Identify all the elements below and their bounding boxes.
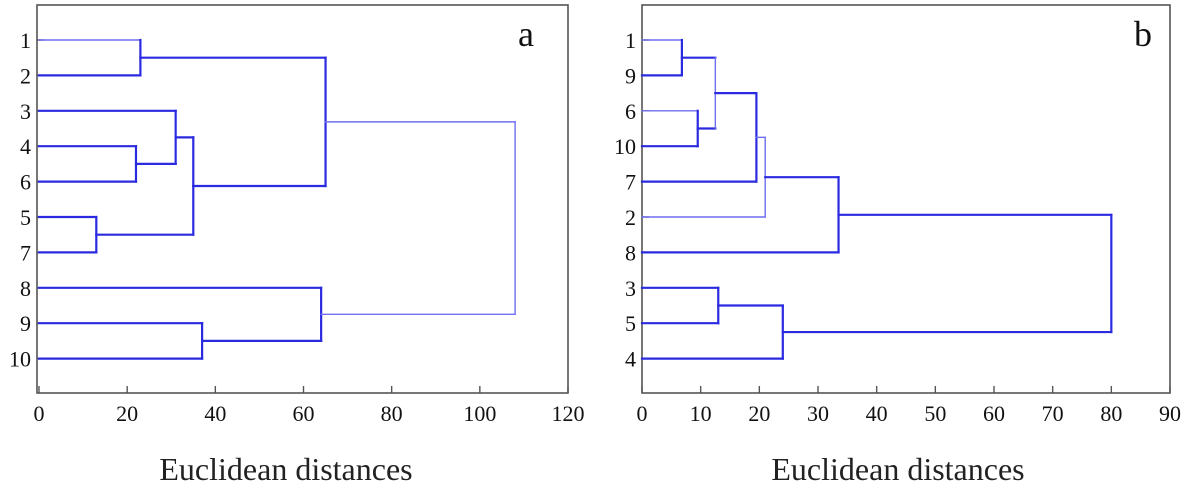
x-tick-label: 20 [748,401,770,426]
x-tick-label: 10 [690,401,712,426]
x-axis-label: Euclidean distances [159,451,412,487]
leaf-label: 1 [20,28,31,53]
leaf-label: 4 [625,347,636,372]
x-tick-label: 70 [1042,401,1064,426]
leaf-label: 6 [625,99,636,124]
x-tick-label: 80 [1100,401,1122,426]
leaf-label: 9 [20,311,31,336]
x-tick-label: 60 [983,401,1005,426]
panel-label: b [1134,14,1152,54]
leaf-label: 1 [625,28,636,53]
leaf-label: 7 [20,240,31,265]
leaf-label: 2 [20,63,31,88]
panel-label: a [518,14,534,54]
leaf-label: 5 [20,205,31,230]
x-tick-label: 30 [807,401,829,426]
x-tick-label: 40 [866,401,888,426]
leaf-label: 4 [20,134,31,159]
leaf-label: 10 [614,134,636,159]
leaf-label: 2 [625,205,636,230]
x-tick-label: 50 [924,401,946,426]
leaf-label: 6 [20,170,31,195]
leaf-label: 8 [625,240,636,265]
leaf-label: 10 [9,347,31,372]
x-tick-label: 0 [34,401,45,426]
x-tick-label: 100 [463,401,496,426]
leaf-label: 5 [625,311,636,336]
x-axis-label: Euclidean distances [771,451,1024,487]
leaf-label: 8 [20,276,31,301]
x-tick-label: 120 [552,401,585,426]
x-tick-label: 80 [381,401,403,426]
x-tick-label: 0 [637,401,648,426]
x-tick-label: 40 [204,401,226,426]
leaf-label: 3 [625,276,636,301]
x-tick-label: 60 [293,401,315,426]
leaf-label: 3 [20,99,31,124]
x-tick-label: 20 [116,401,138,426]
leaf-label: 9 [625,63,636,88]
leaf-label: 7 [625,170,636,195]
x-tick-label: 90 [1159,401,1181,426]
plot-frame [36,4,569,394]
plot-frame [641,4,1171,394]
